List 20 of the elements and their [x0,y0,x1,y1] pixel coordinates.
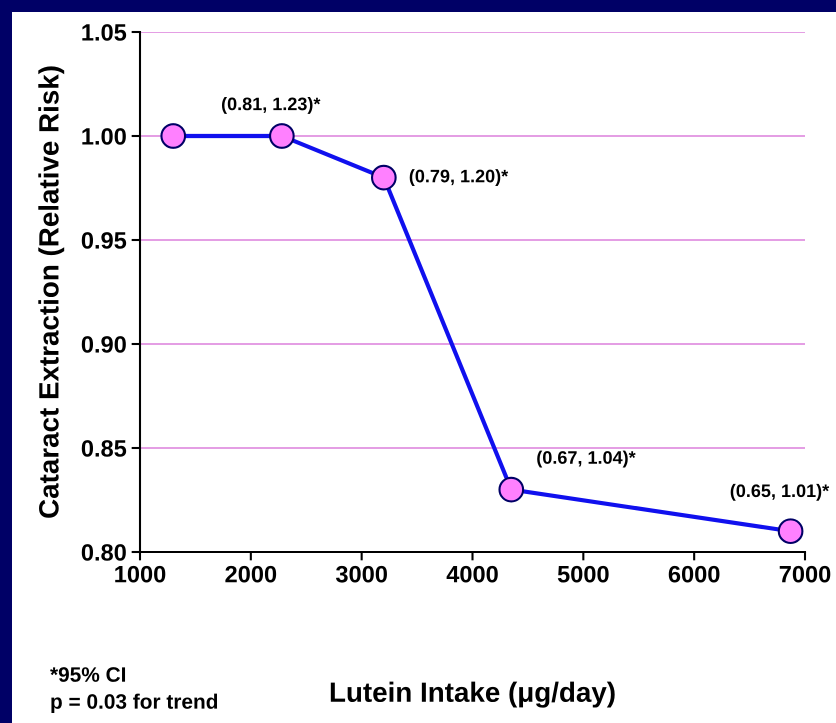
x-tick-label: 3000 [336,566,387,583]
x-tick-label: 6000 [668,566,720,583]
x-tick-label: 4000 [446,566,498,583]
x-tick-label: 1000 [115,566,166,583]
text: *95% CI p = 0.03 for trend [50,667,218,713]
y-tick-label: 0.80 [82,544,126,561]
y-tick-label: 0.85 [82,440,126,457]
y-axis-title: Cataract Extraction (Relative Risk) [38,66,64,518]
y-tick-label: 0.90 [82,336,126,353]
y-tick-label: 1.00 [82,128,126,145]
annotation: (0.81, 1.23)* [222,97,320,114]
annotation: (0.65, 1.01)* [730,484,830,501]
annotation: (0.79, 1.20)* [410,169,508,186]
annotation: (0.67, 1.04)* [537,450,636,468]
y-tick-label: 0.95 [82,232,126,249]
x-tick-label: 7000 [780,566,830,583]
y-tick-label: 1.05 [82,24,126,41]
x-tick-label: 5000 [558,566,609,583]
x-axis-title: Lutein Intake (μg/day) [330,682,615,708]
x-tick-label: 2000 [225,566,276,583]
